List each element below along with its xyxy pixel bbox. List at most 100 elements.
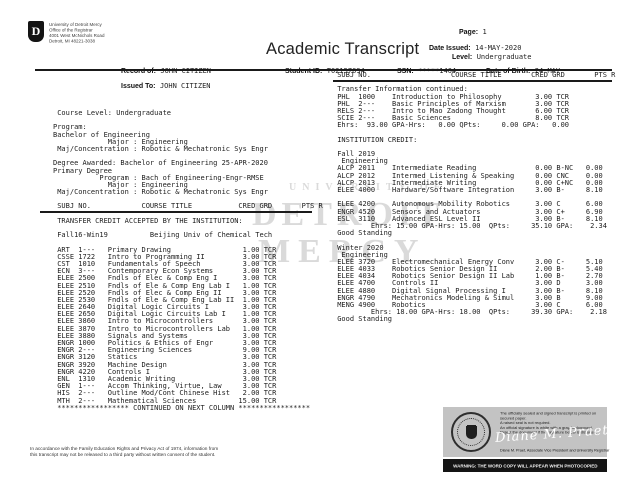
right-column-header-divider bbox=[333, 80, 612, 82]
transcript-line: MTH 2--- Mathematical Sciences 15.00 TCR bbox=[53, 396, 277, 405]
transcript-line: ELEE 4700 Controls II 3.00 D 3.00 bbox=[333, 279, 603, 288]
transcript-line: Fall 2019 bbox=[333, 150, 376, 159]
transcript-line: CST 1010 Fundamentals of Speech 3.00 TCR bbox=[53, 259, 277, 268]
transcript-line: ALCP 2013 Intermediate Writing 0.00 C+NC… bbox=[333, 178, 603, 187]
issued-to: Issued To: JOHN CITIZEN bbox=[121, 75, 211, 93]
security-statement-line: The officially sealed and signed transcr… bbox=[500, 411, 597, 421]
level-label: Level: bbox=[452, 54, 473, 61]
ssn: SSN: *****1404 bbox=[397, 60, 456, 78]
transcript-line: ELEE 2520 Fndls of Elec & Comp Eng II 3.… bbox=[53, 288, 277, 297]
transcript-line: TRANSFER CREDIT ACCEPTED BY THE INSTITUT… bbox=[53, 216, 243, 225]
transcript-line: Ehrs: 15.00 GPA-Hrs: 15.00 QPts: 35.10 G… bbox=[333, 221, 607, 230]
ssn-value: *****1404 bbox=[418, 67, 457, 75]
copy-warning-bar: WARNING: THE WORD COPY WILL APPEAR WHEN … bbox=[443, 459, 607, 472]
transcript-line: Program : Bach of Engineering-Engr-RMSE bbox=[53, 173, 264, 182]
transcript-line: Program: bbox=[53, 123, 87, 132]
dob-value: 24-MAY bbox=[534, 67, 561, 75]
date-issued-label: Date Issued: bbox=[429, 45, 471, 52]
transcript-line: ELEE 3880 Signals and Systems 3.00 TCR bbox=[53, 331, 277, 340]
transcript-line: ALCP 2012 Intermed Listening & Speaking … bbox=[333, 171, 603, 180]
blank-line bbox=[53, 117, 328, 124]
transcript-line: ENGR 3120 Statics 3.00 TCR bbox=[53, 353, 277, 362]
transcript-line: Fall16-Win19 Beijing Univ of Chemical Te… bbox=[53, 231, 273, 240]
transcript-line: RELS 2--- Intro to Mao Zadong Thought 6.… bbox=[333, 106, 603, 115]
institution-name: University of Detroit Mercy bbox=[49, 22, 102, 27]
transcript-line: ELEE 2500 Fndls of Elec & Comp Eng I 3.0… bbox=[53, 274, 277, 283]
transcript-line: Maj/Concentration : Robotic & Mechatroni… bbox=[53, 144, 268, 153]
transcript-line: ***************** CONTINUED ON NEXT COLU… bbox=[53, 403, 311, 412]
transcript-line: ENGR 1000 Politics & Ethics of Engr 3.00… bbox=[53, 339, 277, 347]
transcript-line: ALCP 2011 Intermediate Reading 0.00 B-NC… bbox=[333, 164, 603, 173]
left-column-header-divider bbox=[40, 211, 312, 213]
seal-crest-icon bbox=[465, 425, 477, 439]
transcript-line: ELEE 3720 Electromechanical Energy Conv … bbox=[333, 257, 603, 266]
seal-inner-ring-icon bbox=[457, 418, 485, 446]
security-statement: The officially sealed and signed transcr… bbox=[500, 411, 605, 435]
transcript-line: ENGR 2--- Engineering Sciences 9.00 TCR bbox=[53, 346, 277, 355]
security-statement-line: An official signature is white with a gr… bbox=[500, 425, 593, 430]
transcript-line: INSTITUTION CREDIT: bbox=[333, 135, 418, 144]
ferpa-line2: this transcript may not be released to a… bbox=[30, 452, 216, 458]
transcript-line: ELEE 2510 Fndls of Ele & Comp Eng Lab I … bbox=[53, 281, 277, 290]
transcript-line: GEN 1--- Accom Thinking, Virtue, Law 3.0… bbox=[53, 382, 277, 391]
page-title: Academic Transcript bbox=[266, 40, 420, 58]
transcript-line: Ehrs: 18.00 GPA-Hrs: 18.00 QPts: 39.30 G… bbox=[333, 308, 607, 317]
transcript-line: CSSE 1722 Intro to Programming II 3.00 T… bbox=[53, 252, 277, 261]
transcript-line: ELEE 4034 Robotics Senior Design II Lab … bbox=[333, 272, 603, 281]
transcript-line: ELEE 2530 Fndls of Ele & Comp Eng Lab II… bbox=[53, 295, 277, 304]
university-logo-icon: D bbox=[28, 21, 44, 42]
transcript-line: SUBJ NO. COURSE TITLE CRED GRD PTS R bbox=[53, 202, 323, 211]
transcript-line: ENL 1310 Academic Writing 3.00 TCR bbox=[53, 374, 277, 383]
transcript-line: Degree Awarded: Bachelor of Engineering … bbox=[53, 159, 268, 168]
transcript-line: Major : Engineering bbox=[53, 180, 188, 189]
ssn-label: SSN: bbox=[397, 68, 414, 75]
student-id-value: T02157094 bbox=[326, 67, 365, 75]
left-column-text: Course Level: Undergraduate Program: Bache… bbox=[53, 109, 328, 412]
right-column-text: SUBJ NO. COURSE TITLE CRED GRD PTS R Tra… bbox=[333, 71, 618, 324]
transcript-line: Primary Degree bbox=[53, 166, 113, 175]
transcript-line: Major : Engineering bbox=[53, 137, 188, 146]
transcript-line: Ehrs: 93.00 GPA-Hrs: 0.00 QPts: 0.00 GPA… bbox=[333, 121, 570, 130]
record-of-value: JOHN CITIZEN bbox=[160, 67, 212, 75]
transcript-line: MENG 4900 Robotics 3.00 C 6.00 bbox=[333, 301, 603, 309]
transcript-line: Engineering bbox=[333, 157, 388, 166]
security-statement-line: Reject the document if the signature bel… bbox=[500, 430, 598, 435]
transcript-line: ELEE 4000 Hardware/Software Integration … bbox=[333, 186, 603, 194]
transcript-line: HIS 2--- Outline Mod/Cont Chinese Hist 2… bbox=[53, 389, 277, 398]
date-issued-value: 14-MAY-2020 bbox=[475, 44, 522, 52]
level-value: Undergraduate bbox=[476, 53, 532, 61]
transcript-line: Winter 2020 bbox=[333, 243, 384, 252]
transcript-line: Engineering bbox=[333, 250, 388, 259]
signature-box: The officially sealed and signed transcr… bbox=[443, 407, 609, 457]
transcript-line: ELEE 3860 Intro to Microcontrollers 3.00… bbox=[53, 317, 277, 326]
transcript-line: Good Standing bbox=[333, 229, 393, 238]
transcript-line: ELEE 2650 Digital Logic Circuits Lab I 1… bbox=[53, 310, 277, 319]
ferpa-notice: In accordance with the Family Education … bbox=[30, 446, 300, 458]
issued-to-value: JOHN CITIZEN bbox=[159, 82, 211, 90]
blank-line bbox=[333, 144, 618, 151]
header-divider bbox=[35, 69, 612, 71]
transcript-line: ENGR 3920 Machine Design 3.00 TCR bbox=[53, 360, 277, 369]
transcript-line: Maj/Concentration : Robotic & Mechatroni… bbox=[53, 188, 268, 197]
institution-address1: 4001 West McNichols Road bbox=[49, 33, 105, 38]
student-id-label: Student ID: bbox=[285, 68, 323, 75]
page-number: Page: 1 bbox=[459, 21, 487, 39]
transcript-line: PHL 1000 Introduction to Philosophy 3.00… bbox=[333, 92, 603, 101]
transcript-line: Course Level: Undergraduate bbox=[53, 109, 172, 117]
registrar-name-title: Diane M. Praet, Associate Vice President… bbox=[500, 448, 610, 453]
student-id: Student ID: T02157094 bbox=[285, 60, 365, 78]
dob-label: Date of Birth: bbox=[486, 68, 531, 75]
level: Level: Undergraduate bbox=[452, 46, 531, 64]
transcript-line: ELEE 4033 Robotics Senior Design II 2.00… bbox=[333, 265, 603, 274]
record-of: Record of: JOHN CITIZEN bbox=[121, 60, 211, 78]
watermark-detroit: DETROIT bbox=[252, 196, 444, 233]
date-issued: Date Issued: 14-MAY-2020 bbox=[429, 37, 521, 55]
transcript-line: ELEE 2640 Digital Logic Circuits I 3.00 … bbox=[53, 303, 277, 312]
transcript-line: ELEE 3870 Intro to Microcontrollers Lab … bbox=[53, 324, 277, 333]
date-of-birth: Date of Birth: 24-MAY bbox=[486, 60, 560, 78]
transcript-line: SCIE 2--- Basic Sciences 8.00 TCR bbox=[333, 114, 603, 123]
institution-office: Office of the Registrar bbox=[49, 27, 93, 33]
watermark-university-of: UNIVERSITY OF bbox=[289, 182, 446, 193]
transcript-line: Transfer Information continued: bbox=[333, 85, 468, 94]
